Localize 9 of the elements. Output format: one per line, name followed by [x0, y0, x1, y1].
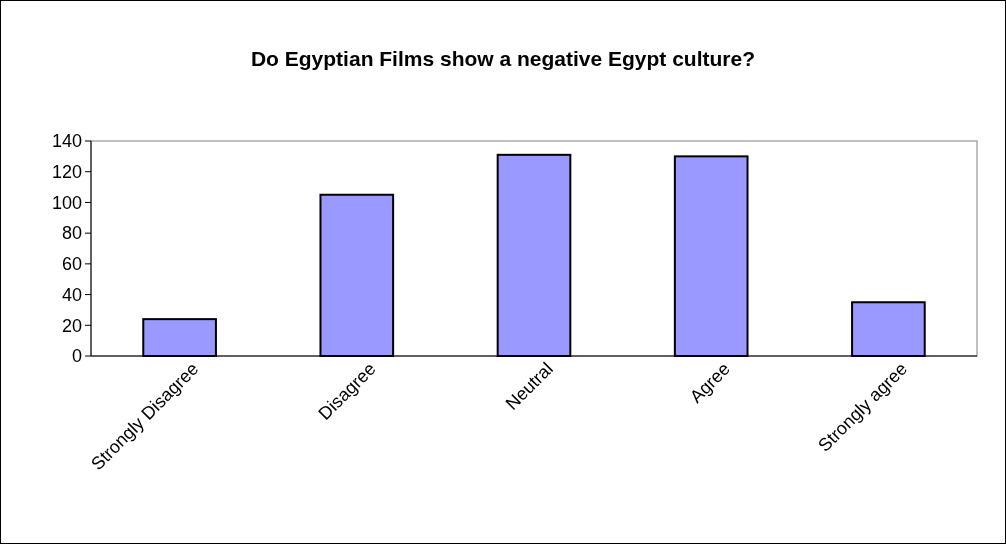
chart-title: Do Egyptian Films show a negative Egypt culture? — [250, 47, 756, 70]
y-tick-label: 100 — [51, 192, 82, 213]
y-tick-label: 20 — [61, 315, 82, 336]
y-tick-label: 120 — [51, 162, 82, 183]
y-tick-label: 40 — [61, 284, 82, 305]
y-tick-label: 140 — [51, 131, 82, 152]
y-tick-label: 60 — [61, 254, 82, 275]
y-tick-label: 0 — [71, 346, 82, 367]
y-tick-label: 80 — [61, 223, 82, 244]
